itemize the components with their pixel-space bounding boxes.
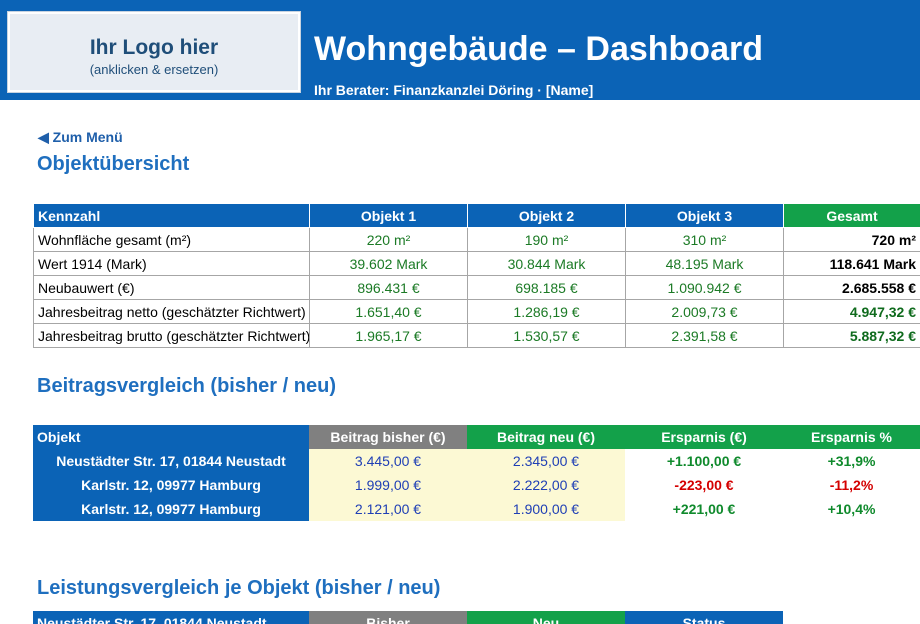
row-label[interactable]: Jahresbeitrag netto (geschätzter Richtwe… (33, 299, 310, 324)
compare-section-title: Beitragsvergleich (bisher / neu) (37, 375, 336, 397)
logo-placeholder[interactable]: Ihr Logo hier (anklicken & ersetzen) (7, 11, 301, 93)
contribution-compare-table: Objekt Beitrag bisher (€) Beitrag neu (€… (33, 425, 920, 521)
table-row: Karlstr. 12, 09977 Hamburg 1.999,00 € 2.… (33, 473, 920, 497)
cell-value[interactable]: 1.090.942 € (625, 275, 784, 300)
compare-header-ersparnis-pct: Ersparnis % (783, 425, 920, 449)
cell-value[interactable]: 1.965,17 € (309, 323, 468, 348)
row-label[interactable]: Jahresbeitrag brutto (geschätzter Richtw… (33, 323, 310, 348)
cell-value[interactable]: 48.195 Mark (625, 251, 784, 276)
overview-header-objekt-1: Objekt 1 (309, 203, 468, 228)
cell-total[interactable]: 4.947,32 € (783, 299, 920, 324)
cell-total[interactable]: 2.685.558 € (783, 275, 920, 300)
saving-amount[interactable]: +221,00 € (672, 501, 736, 517)
saving-percent[interactable]: +31,9% (827, 453, 876, 469)
cell-value[interactable]: 220 m² (309, 227, 468, 252)
cell-value[interactable]: 39.602 Mark (309, 251, 468, 276)
saving-amount[interactable]: +1.100,00 € (666, 453, 742, 469)
compare-header-bisher: Beitrag bisher (€) (309, 425, 467, 449)
saving-percent[interactable]: +10,4% (827, 501, 876, 517)
row-label[interactable]: Wert 1914 (Mark) (33, 251, 310, 276)
cell-value[interactable]: 1.651,40 € (309, 299, 468, 324)
saving-amount[interactable]: -223,00 € (674, 477, 734, 493)
row-label[interactable]: Neubauwert (€) (33, 275, 310, 300)
table-row: Wert 1914 (Mark) 39.602 Mark 30.844 Mark… (33, 251, 920, 276)
logo-subtitle: (anklicken & ersetzen) (89, 62, 219, 77)
compare-header-ersparnis: Ersparnis (€) (625, 425, 783, 449)
contribution-new[interactable]: 2.222,00 € (467, 473, 625, 497)
table-row: Neustädter Str. 17, 01844 Neustadt 3.445… (33, 449, 920, 473)
performance-section-title: Leistungsvergleich je Objekt (bisher / n… (37, 577, 441, 599)
dashboard-header: Ihr Logo hier (anklicken & ersetzen) Woh… (0, 0, 920, 100)
contribution-new[interactable]: 2.345,00 € (467, 449, 625, 473)
contribution-old[interactable]: 2.121,00 € (309, 497, 467, 521)
logo-title: Ihr Logo hier (89, 36, 219, 59)
performance-header-row: Neustädter Str. 17, 01844 Neustadt Bishe… (33, 611, 783, 624)
overview-header-objekt-2: Objekt 2 (467, 203, 626, 228)
advisor-subtitle: Ihr Berater: Finanzkanzlei Döring · [Nam… (314, 82, 594, 98)
cell-total[interactable]: 720 m² (783, 227, 920, 252)
saving-percent[interactable]: -11,2% (829, 477, 874, 493)
cell-value[interactable]: 1.530,57 € (467, 323, 626, 348)
contribution-old[interactable]: 1.999,00 € (309, 473, 467, 497)
cell-value[interactable]: 190 m² (467, 227, 626, 252)
overview-table: Kennzahl Objekt 1 Objekt 2 Objekt 3 Gesa… (33, 203, 920, 348)
overview-header-kennzahl: Kennzahl (33, 203, 310, 228)
overview-header-objekt-3: Objekt 3 (625, 203, 784, 228)
compare-header-objekt: Objekt (33, 425, 309, 449)
cell-value[interactable]: 30.844 Mark (467, 251, 626, 276)
performance-header-bisher: Bisher (309, 611, 467, 624)
overview-section-title: Objektübersicht (37, 153, 190, 175)
table-row: Jahresbeitrag netto (geschätzter Richtwe… (33, 299, 920, 324)
cell-value[interactable]: 2.391,58 € (625, 323, 784, 348)
object-address[interactable]: Karlstr. 12, 09977 Hamburg (33, 473, 309, 497)
object-address[interactable]: Karlstr. 12, 09977 Hamburg (33, 497, 309, 521)
performance-header-status: Status (625, 611, 783, 624)
cell-value[interactable]: 896.431 € (309, 275, 468, 300)
overview-header-row: Kennzahl Objekt 1 Objekt 2 Objekt 3 Gesa… (33, 203, 920, 228)
table-row: Jahresbeitrag brutto (geschätzter Richtw… (33, 323, 920, 348)
cell-total[interactable]: 118.641 Mark (783, 251, 920, 276)
compare-header-row: Objekt Beitrag bisher (€) Beitrag neu (€… (33, 425, 920, 449)
overview-header-gesamt: Gesamt (783, 203, 920, 228)
cell-total[interactable]: 5.887,32 € (783, 323, 920, 348)
cell-value[interactable]: 2.009,73 € (625, 299, 784, 324)
performance-header-neu: Neu (467, 611, 625, 624)
table-row: Neubauwert (€) 896.431 € 698.185 € 1.090… (33, 275, 920, 300)
table-row: Karlstr. 12, 09977 Hamburg 2.121,00 € 1.… (33, 497, 920, 521)
cell-value[interactable]: 310 m² (625, 227, 784, 252)
row-label[interactable]: Wohnfläche gesamt (m²) (33, 227, 310, 252)
contribution-new[interactable]: 1.900,00 € (467, 497, 625, 521)
performance-compare-table: Neustädter Str. 17, 01844 Neustadt Bishe… (33, 611, 783, 624)
contribution-old[interactable]: 3.445,00 € (309, 449, 467, 473)
object-address[interactable]: Neustädter Str. 17, 01844 Neustadt (33, 449, 309, 473)
table-row: Wohnfläche gesamt (m²) 220 m² 190 m² 310… (33, 227, 920, 252)
cell-value[interactable]: 698.185 € (467, 275, 626, 300)
back-to-menu-link[interactable]: ◀ Zum Menü (38, 129, 123, 145)
compare-header-neu: Beitrag neu (€) (467, 425, 625, 449)
page-title: Wohngebäude – Dashboard (314, 30, 763, 68)
cell-value[interactable]: 1.286,19 € (467, 299, 626, 324)
performance-header-object: Neustädter Str. 17, 01844 Neustadt (33, 611, 309, 624)
